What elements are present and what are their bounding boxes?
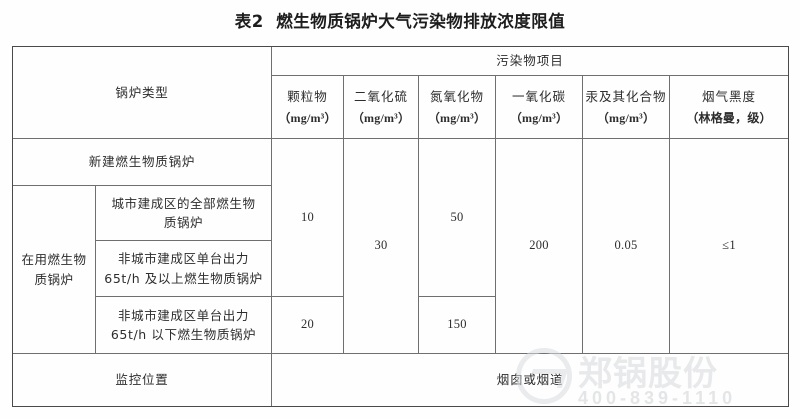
header-particulate-name: 颗粒物	[287, 88, 328, 104]
table-row-new-boiler: 新建燃生物质锅炉 10 30 50 200 0.05 ≤1	[11, 138, 790, 354]
row-label-nonurban-lt65: 非城市建成区单台出力 65t/h 以下燃生物质锅炉	[94, 296, 273, 354]
row-label-new-boiler: 新建燃生物质锅炉	[11, 138, 273, 186]
row-label-monitoring-location: 监控位置	[11, 353, 273, 407]
header-mercury: 汞及其化合物 （mg/m³）	[582, 75, 671, 139]
header-nox-unit: （mg/m³）	[427, 110, 487, 125]
table-row-nonurban-lt65: 非城市建成区单台出力 65t/h 以下燃生物质锅炉 20 150	[13, 296, 789, 354]
header-mercury-unit: （mg/m³）	[596, 110, 656, 125]
header-nox-name: 氮氧化物	[430, 88, 485, 104]
cell-smoke-blackness: ≤1	[669, 138, 790, 354]
header-co-unit: （mg/m³）	[509, 110, 569, 125]
header-smoke-blackness: 烟气黑度 （林格曼，级）	[669, 75, 790, 139]
header-mercury-name: 汞及其化合物	[585, 88, 667, 104]
header-smoke-blackness-name: 烟气黑度	[702, 88, 757, 104]
header-particulate-unit: （mg/m³）	[278, 110, 337, 125]
cell-so2: 30	[343, 138, 420, 354]
cell-nox-top: 50	[418, 138, 497, 297]
cell-co: 200	[495, 138, 584, 354]
header-particulate: 颗粒物 （mg/m³）	[271, 75, 345, 139]
table-row-urban-all: 在用燃生物 质锅炉 城市建成区的全部燃生物 质锅炉	[12, 185, 789, 354]
cell-particulate-bottom: 20	[271, 296, 345, 354]
row-label-nonurban-ge65: 非城市建成区单台出力 65t/h 及以上燃生物质锅炉	[94, 240, 273, 297]
header-so2-name: 二氧化硫	[354, 88, 409, 104]
header-co: 一氧化碳 （mg/m³）	[495, 75, 584, 139]
cell-monitoring-location-value: 烟囱或烟道	[271, 353, 790, 407]
header-so2: 二氧化硫 （mg/m³）	[343, 75, 420, 139]
header-pollutant-group: 污染物项目	[271, 46, 790, 76]
emission-limits-table: 锅炉类型 污染物项目 颗粒物 （mg/m³） 二氧化硫 （mg/m³） 氮氧化物	[11, 46, 790, 407]
header-co-name: 一氧化碳	[512, 88, 567, 104]
header-smoke-blackness-unit: （林格曼，级）	[686, 110, 772, 125]
header-boiler-type: 锅炉类型	[11, 46, 273, 139]
row-group-in-use-boiler: 在用燃生物 质锅炉	[12, 185, 96, 354]
cell-nox-bottom: 150	[418, 296, 497, 354]
header-so2-unit: （mg/m³）	[351, 110, 411, 125]
cell-particulate-top: 10	[271, 138, 345, 297]
page-title: 表2 燃生物质锅炉大气污染物排放浓度限值	[234, 12, 566, 31]
header-nox: 氮氧化物 （mg/m³）	[418, 75, 497, 139]
row-label-urban-all: 城市建成区的全部燃生物 质锅炉	[94, 185, 273, 241]
cell-mercury: 0.05	[582, 138, 671, 354]
table-header-row-pollutants: 颗粒物 （mg/m³） 二氧化硫 （mg/m³） 氮氧化物 （mg/m³） 一氧…	[13, 75, 790, 139]
table-row-monitoring-location: 监控位置 烟囱或烟道	[11, 353, 790, 407]
table-header-row-group: 锅炉类型 污染物项目	[11, 46, 790, 139]
emission-limits-table-wrapper: 锅炉类型 污染物项目 颗粒物 （mg/m³） 二氧化硫 （mg/m³） 氮氧化物	[11, 46, 790, 407]
table-row-nonurban-ge65: 非城市建成区单台出力 65t/h 及以上燃生物质锅炉	[13, 240, 789, 297]
